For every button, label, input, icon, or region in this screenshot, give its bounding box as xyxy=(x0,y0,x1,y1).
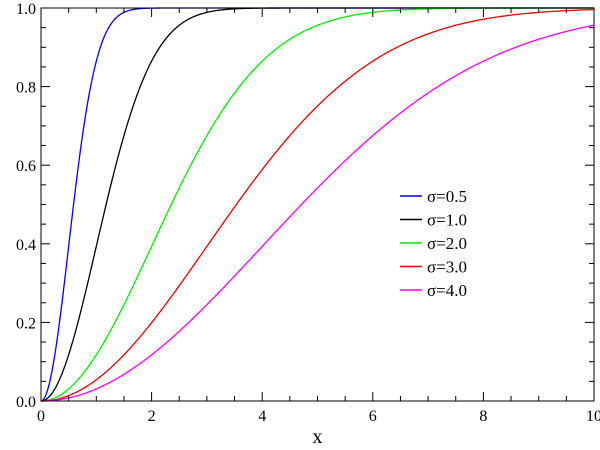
legend-label: σ=4.0 xyxy=(427,281,467,300)
legend-label: σ=1.0 xyxy=(427,211,467,230)
series-line-4 xyxy=(40,8,595,402)
legend-item: σ=0.5 xyxy=(400,187,467,206)
series-line-5 xyxy=(40,24,595,402)
y-tick-label: 1.0 xyxy=(16,1,36,18)
x-tick-labels: 0 2 4 6 8 10 xyxy=(37,408,600,425)
y-tick-label: 0.8 xyxy=(16,80,36,97)
y-tick-labels: 0.0 0.2 0.4 0.6 0.8 1.0 xyxy=(16,1,36,411)
y-tick-label: 0.6 xyxy=(16,158,36,175)
tick-marks xyxy=(40,7,595,402)
y-tick-label: 0.0 xyxy=(16,394,36,411)
legend: σ=0.5 σ=1.0 σ=2.0 σ=3.0 σ=4.0 xyxy=(400,187,467,300)
legend-item: σ=2.0 xyxy=(400,234,467,253)
x-tick-label: 0 xyxy=(37,408,45,425)
legend-item: σ=1.0 xyxy=(400,211,467,230)
legend-item: σ=4.0 xyxy=(400,281,467,300)
x-tick-label: 6 xyxy=(369,408,377,425)
series-line-1 xyxy=(40,7,594,402)
legend-label: σ=0.5 xyxy=(427,187,467,206)
x-tick-label: 2 xyxy=(148,408,156,425)
x-tick-label: 8 xyxy=(479,408,487,425)
series-line-3 xyxy=(40,7,594,402)
plot-frame xyxy=(40,7,595,402)
y-tick-label: 0.2 xyxy=(16,315,36,332)
series-line-2 xyxy=(40,7,594,402)
legend-label: σ=2.0 xyxy=(427,234,467,253)
legend-label: σ=3.0 xyxy=(427,258,467,277)
y-tick-label: 0.4 xyxy=(16,237,36,254)
x-tick-label: 4 xyxy=(258,408,266,425)
legend-item: σ=3.0 xyxy=(400,258,467,277)
x-axis-title: x xyxy=(313,426,323,448)
x-tick-label: 10 xyxy=(586,408,600,425)
series-lines xyxy=(40,7,595,402)
